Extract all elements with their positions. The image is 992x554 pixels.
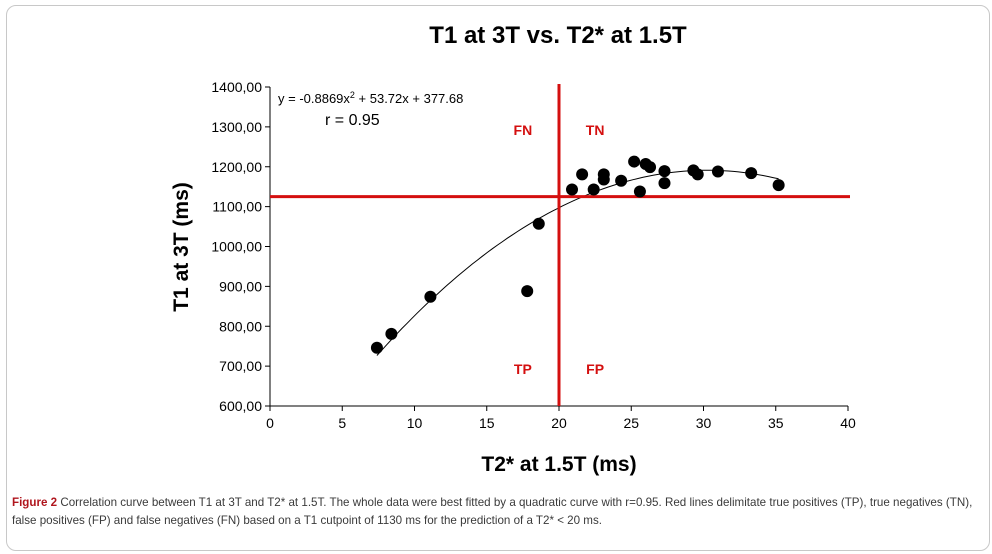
y-tick-label: 800,00 — [219, 318, 262, 334]
x-axis-label: T2* at 1.5T (ms) — [481, 453, 636, 476]
data-point — [576, 168, 589, 181]
x-tick-label: 5 — [338, 415, 346, 431]
fit-equation: y = -0.8869x2 + 53.72x + 377.68 — [278, 90, 463, 106]
y-tick-label: 1300,00 — [211, 119, 262, 135]
y-axis-label: T1 at 3T (ms) — [170, 182, 193, 312]
quadrant-label: TP — [514, 361, 532, 377]
y-tick-label: 600,00 — [219, 398, 262, 414]
quadrant-labels: FN TN TP FP — [514, 122, 605, 377]
data-point — [658, 177, 671, 190]
y-tick-label: 1200,00 — [211, 159, 262, 175]
plot-area: 0 5 10 15 20 25 30 35 40 600,00 700,00 800,00 900,0… — [211, 79, 856, 431]
data-point — [566, 183, 579, 196]
data-point — [633, 185, 646, 198]
data-point — [370, 341, 383, 354]
quadrant-label: FP — [586, 361, 604, 377]
x-tick-label: 15 — [479, 415, 495, 431]
data-point — [711, 165, 724, 178]
data-point — [615, 174, 628, 187]
r-value: r = 0.95 — [325, 112, 380, 129]
data-point — [597, 173, 610, 186]
x-tick-label: 30 — [696, 415, 712, 431]
y-ticks: 600,00 700,00 800,00 900,00 1000,00 1100,00 12… — [211, 79, 270, 414]
data-point — [521, 285, 534, 298]
figure-frame — [6, 5, 990, 551]
data-point — [532, 217, 545, 230]
data-point — [385, 327, 398, 340]
cutoff-lines — [270, 84, 850, 406]
data-point — [691, 168, 704, 181]
y-tick-label: 700,00 — [219, 358, 262, 374]
figure-caption: Figure 2 Correlation curve between T1 at… — [12, 494, 984, 529]
quadrant-label: FN — [514, 122, 533, 138]
data-point — [587, 183, 600, 196]
x-tick-label: 25 — [623, 415, 639, 431]
y-tick-label: 1400,00 — [211, 79, 262, 95]
x-tick-label: 10 — [407, 415, 423, 431]
caption-text: Correlation curve between T1 at 3T and T… — [12, 496, 973, 527]
data-point — [644, 161, 657, 174]
x-tick-label: 0 — [266, 415, 274, 431]
data-point — [745, 167, 758, 180]
x-tick-label: 20 — [551, 415, 567, 431]
scatter-chart: T1 at 3T vs. T2* at 1.5T 0 5 10 15 20 25 30 35 4… — [170, 22, 856, 476]
y-tick-label: 1000,00 — [211, 239, 262, 255]
y-tick-label: 1100,00 — [212, 199, 262, 215]
fit-curve — [376, 169, 779, 356]
chart-title: T1 at 3T vs. T2* at 1.5T — [429, 22, 687, 49]
data-point — [772, 179, 785, 192]
data-point — [628, 155, 641, 168]
quadrant-label: TN — [586, 122, 605, 138]
data-points — [370, 155, 785, 354]
figure-label: Figure 2 — [12, 496, 58, 509]
y-tick-label: 900,00 — [219, 278, 262, 294]
x-tick-label: 35 — [768, 415, 784, 431]
x-ticks: 0 5 10 15 20 25 30 35 40 — [266, 406, 856, 431]
data-point — [424, 290, 437, 303]
x-tick-label: 40 — [840, 415, 856, 431]
data-point — [658, 165, 671, 178]
